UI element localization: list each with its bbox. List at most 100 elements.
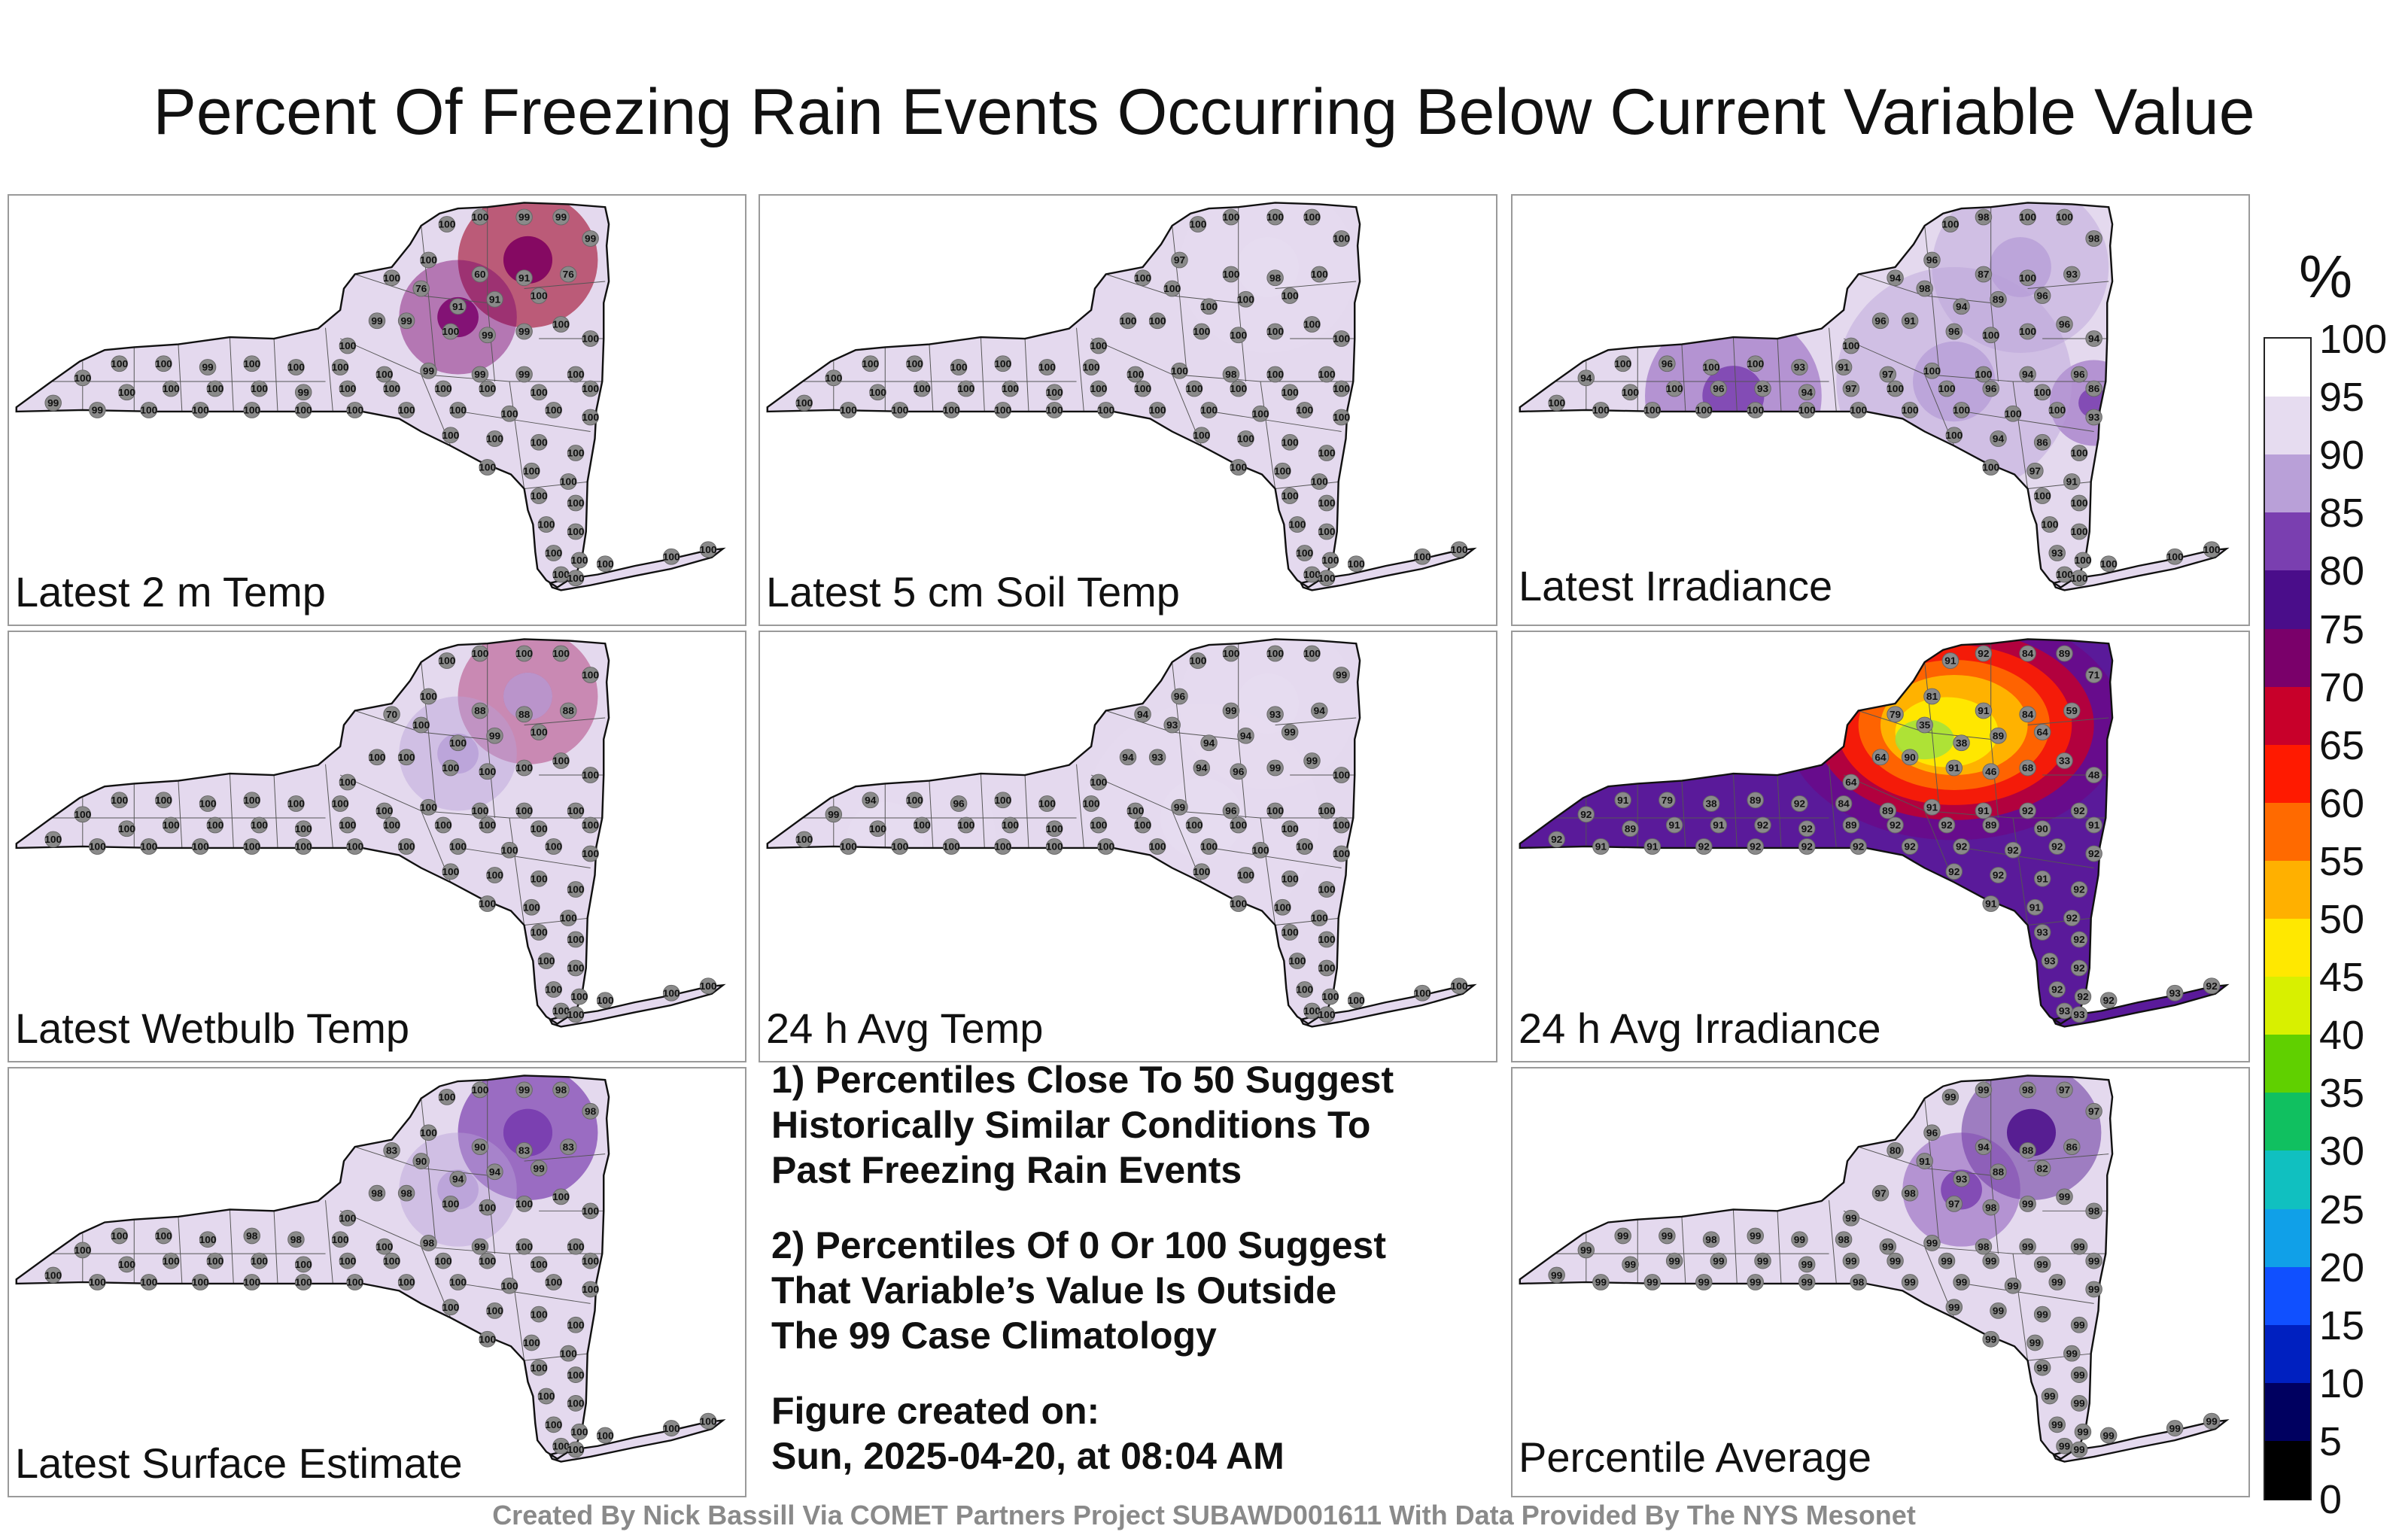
station-dot (582, 1102, 599, 1120)
station-dot (582, 845, 599, 862)
station-marker: 93 (2166, 984, 2184, 1002)
county-line (524, 1353, 591, 1361)
state-outline (1519, 1074, 2230, 1463)
station-dot (294, 384, 312, 401)
station-marker: 100 (1318, 959, 1335, 977)
station-dot (412, 1153, 430, 1169)
station-marker: 100 (582, 380, 599, 397)
station-dot (1901, 312, 1919, 330)
station-dot (1887, 706, 1904, 723)
station-value: 100 (950, 362, 968, 373)
station-dot (1230, 816, 1247, 834)
station-dot (596, 1427, 614, 1444)
station-value: 100 (1282, 823, 1299, 834)
station-marker: 91 (1982, 895, 1999, 912)
station-dot (1747, 355, 1764, 372)
station-dot (1333, 816, 1350, 834)
station-marker: 92 (1791, 795, 1808, 812)
station-value: 98 (2088, 1205, 2100, 1217)
county-line (509, 1254, 525, 1361)
station-marker: 90 (412, 1153, 430, 1169)
station-value: 100 (479, 462, 496, 473)
credit-line: Created By Nick Bassill Via COMET Partne… (492, 1500, 1916, 1530)
station-dot (1038, 795, 1056, 812)
station-value: 100 (295, 1259, 312, 1270)
colorbar-tick-label: 65 (2319, 722, 2365, 768)
station-marker: 100 (950, 359, 968, 375)
station-marker: 99 (368, 312, 386, 330)
station-value: 100 (1163, 283, 1181, 294)
station-dot (1702, 1231, 1720, 1248)
station-marker: 99 (1754, 1252, 1771, 1269)
station-value: 100 (206, 819, 223, 831)
station-marker: 100 (545, 1416, 562, 1433)
station-marker: 100 (567, 1441, 584, 1458)
station-marker: 99 (1982, 1330, 1999, 1348)
note-2-line-3: The 99 Case Climatology (771, 1315, 1217, 1357)
station-dot (1659, 355, 1676, 372)
panel-label: Latest Surface Estimate (15, 1439, 463, 1487)
station-dot (1982, 459, 1999, 476)
station-value: 92 (2088, 848, 2099, 859)
station-marker: 100 (1223, 208, 1239, 226)
station-dot (89, 1274, 106, 1290)
station-dot (515, 208, 533, 226)
station-value: 91 (1948, 762, 1960, 774)
station-value: 100 (1237, 433, 1254, 445)
station-dot (1266, 802, 1284, 819)
station-dot (1230, 380, 1247, 397)
station-marker: 91 (1941, 652, 1960, 669)
station-marker: 100 (375, 366, 393, 383)
station-dot (1134, 269, 1151, 287)
colorbar-tick-label: 95 (2319, 375, 2365, 421)
station-value: 100 (1274, 902, 1291, 913)
station-marker: 48 (2085, 767, 2102, 783)
station-marker: 100 (531, 924, 548, 941)
station-value: 100 (994, 841, 1011, 853)
station-dot (140, 402, 158, 418)
station-marker: 99 (2070, 1441, 2088, 1458)
colorbar-unit: % (2299, 243, 2353, 310)
station-dot (471, 645, 489, 662)
station-dot (111, 1227, 128, 1245)
station-marker: 100 (346, 1274, 363, 1290)
station-value: 100 (383, 819, 400, 831)
station-value: 84 (2022, 709, 2034, 720)
station-dot (1274, 898, 1291, 916)
county-line (1829, 327, 1837, 412)
station-value: 96 (1948, 326, 1960, 337)
station-value: 100 (1614, 358, 1631, 369)
station-marker: 100 (1289, 516, 1306, 533)
station-value: 100 (1451, 980, 1468, 992)
station-dot (825, 806, 843, 823)
station-dot (1702, 795, 1720, 812)
station-marker: 98 (1702, 1231, 1720, 1248)
station-dot (206, 1252, 224, 1269)
station-value: 99 (518, 369, 530, 380)
station-marker: 100 (869, 820, 886, 837)
station-dot (2063, 266, 2081, 283)
station-marker: 100 (582, 409, 599, 426)
station-value: 99 (2073, 1369, 2084, 1381)
county-line (524, 1154, 606, 1162)
station-value: 100 (560, 913, 577, 924)
station-marker: 100 (1083, 795, 1100, 812)
colorbar-swatch (2265, 1093, 2310, 1152)
station-value: 100 (339, 340, 356, 351)
station-marker: 100 (2203, 541, 2221, 558)
station-marker: 100 (339, 1252, 356, 1269)
station-value: 98 (1225, 369, 1237, 380)
station-marker: 100 (567, 1238, 584, 1255)
station-value: 100 (1266, 211, 1284, 223)
station-value: 92 (1993, 870, 2004, 881)
station-marker: 100 (545, 838, 562, 855)
station-marker: 88 (2019, 1141, 2036, 1159)
station-value: 100 (471, 1084, 488, 1096)
station-marker: 100 (538, 1388, 555, 1405)
station-marker: 100 (2071, 445, 2087, 461)
station-value: 100 (118, 387, 135, 398)
station-value: 100 (1296, 984, 1313, 995)
station-value: 96 (1926, 254, 1938, 266)
station-value: 93 (2051, 548, 2063, 559)
